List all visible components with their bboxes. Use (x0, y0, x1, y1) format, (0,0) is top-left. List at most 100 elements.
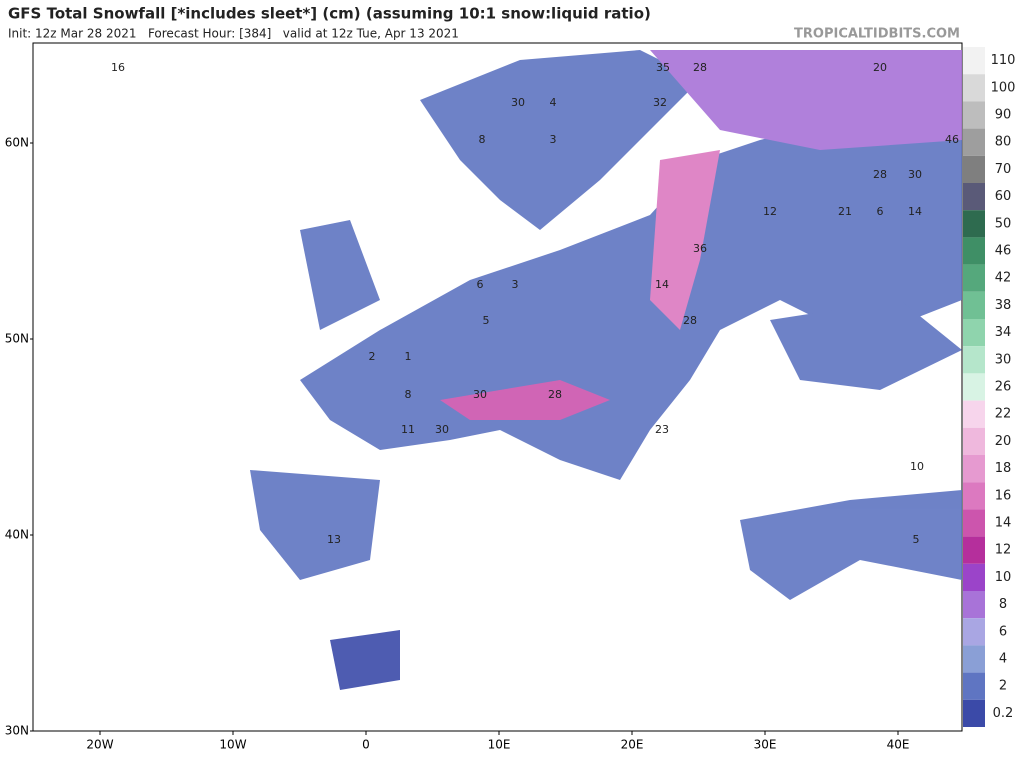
legend-label: 50 (995, 216, 1012, 231)
legend-swatch (963, 319, 985, 347)
legend-label: 22 (995, 407, 1012, 422)
snow-region (300, 90, 962, 480)
map-value-label: 35 (656, 61, 670, 74)
map-value-label: 28 (683, 314, 697, 327)
legend-label: 100 (991, 80, 1016, 95)
legend-swatch (963, 455, 985, 483)
legend-label: 2 (999, 679, 1007, 694)
map-value-label: 4 (550, 96, 557, 109)
legend-label: 38 (995, 298, 1012, 313)
legend-swatch (963, 591, 985, 619)
map-value-label: 8 (405, 388, 412, 401)
snow-region (300, 220, 380, 330)
map-value-label: 3 (550, 133, 557, 146)
legend-swatch (963, 155, 985, 183)
snow-region (770, 300, 962, 390)
legend-label: 90 (995, 108, 1012, 123)
legend-swatch (963, 509, 985, 537)
legend-label: 14 (995, 516, 1012, 531)
snow-areas (250, 50, 962, 690)
map-value-label: 2 (369, 350, 376, 363)
map-value-label: 30 (511, 96, 525, 109)
legend-label: 60 (995, 189, 1012, 204)
legend-swatch (963, 346, 985, 374)
legend-swatch (963, 400, 985, 428)
map-value-label: 28 (873, 168, 887, 181)
map-value-label: 36 (693, 242, 707, 255)
lon-label: 20W (86, 738, 113, 752)
map-value-label: 10 (910, 460, 924, 473)
legend-label: 8 (999, 597, 1007, 612)
legend-swatch (963, 672, 985, 700)
lon-label: 30E (754, 738, 777, 752)
legend-label: 16 (995, 488, 1012, 503)
snow-region (740, 490, 962, 600)
map-value-label: 21 (838, 205, 852, 218)
lon-label: 0 (362, 738, 370, 752)
legend-swatch (963, 645, 985, 673)
legend-label: 6 (999, 624, 1007, 639)
lon-label: 20E (621, 738, 644, 752)
legend-swatch (963, 536, 985, 564)
map-value-label: 13 (327, 533, 341, 546)
legend-swatch (963, 74, 985, 102)
map-value-label: 28 (548, 388, 562, 401)
legend-label: 26 (995, 380, 1012, 395)
map-value-label: 28 (693, 61, 707, 74)
legend-label: 70 (995, 162, 1012, 177)
lon-label: 40E (887, 738, 910, 752)
legend-swatch (963, 128, 985, 156)
legend-label: 18 (995, 461, 1012, 476)
map-value-label: 16 (111, 61, 125, 74)
map-value-label: 12 (763, 205, 777, 218)
legend-label: 80 (995, 135, 1012, 150)
map-value-label: 30 (473, 388, 487, 401)
snow-region (420, 50, 700, 230)
legend-label: 34 (995, 325, 1012, 340)
map-value-label: 8 (479, 133, 486, 146)
map-value-label: 5 (913, 533, 920, 546)
map-value-label: 32 (653, 96, 667, 109)
map-value-label: 1 (405, 350, 412, 363)
legend-swatch (963, 47, 985, 75)
map-value-label: 14 (655, 278, 669, 291)
snow-region (330, 630, 400, 690)
legend-label: 4 (999, 652, 1007, 667)
legend-swatch (963, 264, 985, 292)
map-value-label: 14 (908, 205, 922, 218)
map-value-label: 6 (477, 278, 484, 291)
lon-label: 10W (219, 738, 246, 752)
lon-label: 10E (488, 738, 511, 752)
snow-region (650, 150, 720, 330)
snow-region (250, 470, 380, 580)
legend-swatch (963, 563, 985, 591)
map-value-label: 46 (945, 133, 959, 146)
legend-label: 46 (995, 244, 1012, 259)
legend-swatch (963, 699, 985, 727)
legend-swatch (963, 210, 985, 238)
legend-label: 30 (995, 352, 1012, 367)
legend-label: 10 (995, 570, 1012, 585)
legend-swatch (963, 101, 985, 129)
legend-swatch (963, 618, 985, 646)
legend-label: 110 (991, 53, 1016, 68)
legend-swatch (963, 427, 985, 455)
snow-region (650, 50, 962, 150)
map-value-label: 3 (512, 278, 519, 291)
title: GFS Total Snowfall [*includes sleet*] (c… (8, 5, 651, 23)
map-value-label: 6 (877, 205, 884, 218)
map-value-label: 5 (483, 314, 490, 327)
legend-swatch (963, 291, 985, 319)
legend-label: 20 (995, 434, 1012, 449)
source: TROPICALTIDBITS.COM (794, 27, 960, 42)
lat-label: 30N (5, 724, 29, 738)
legend-label: 0.2 (993, 706, 1014, 721)
legend-label: 42 (995, 271, 1012, 286)
lat-label: 60N (5, 136, 29, 150)
map-value-label: 30 (435, 423, 449, 436)
legend-swatch (963, 237, 985, 265)
subtitle: Init: 12z Mar 28 2021 Forecast Hour: [38… (8, 27, 459, 41)
lat-label: 50N (5, 332, 29, 346)
